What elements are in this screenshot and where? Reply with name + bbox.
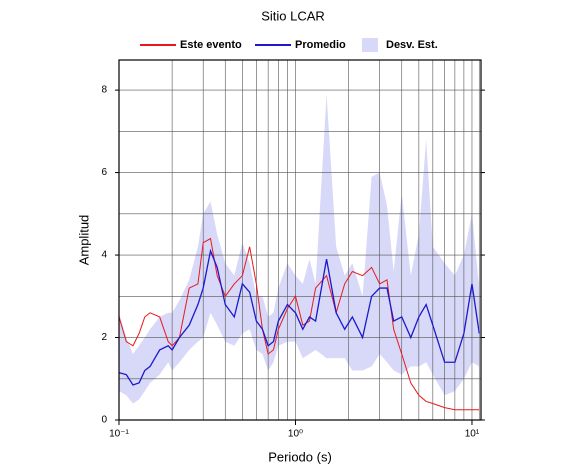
x-axis-label: Periodo (s) xyxy=(268,449,332,464)
y-tick-label: 0 xyxy=(101,415,107,426)
y-tick-label: 2 xyxy=(101,332,107,343)
y-tick-label: 6 xyxy=(101,167,107,178)
plot-frame xyxy=(118,59,482,421)
series-line xyxy=(118,248,480,386)
x-tick-label: 10⁰ xyxy=(288,429,303,440)
std-band xyxy=(119,94,480,404)
legend-label: Este evento xyxy=(180,39,242,51)
series-line xyxy=(118,237,480,411)
x-tick-label: 10¹ xyxy=(465,429,480,440)
legend-label: Desv. Est. xyxy=(386,39,438,51)
legend-label: Promedio xyxy=(295,39,346,51)
chart-title: Sitio LCAR xyxy=(261,8,325,23)
y-tick-label: 4 xyxy=(101,250,107,261)
x-tick-label: 10⁻¹ xyxy=(109,429,129,440)
y-axis-label: Amplitud xyxy=(76,215,91,266)
y-tick-label: 8 xyxy=(101,85,107,96)
legend-swatch xyxy=(362,38,378,52)
